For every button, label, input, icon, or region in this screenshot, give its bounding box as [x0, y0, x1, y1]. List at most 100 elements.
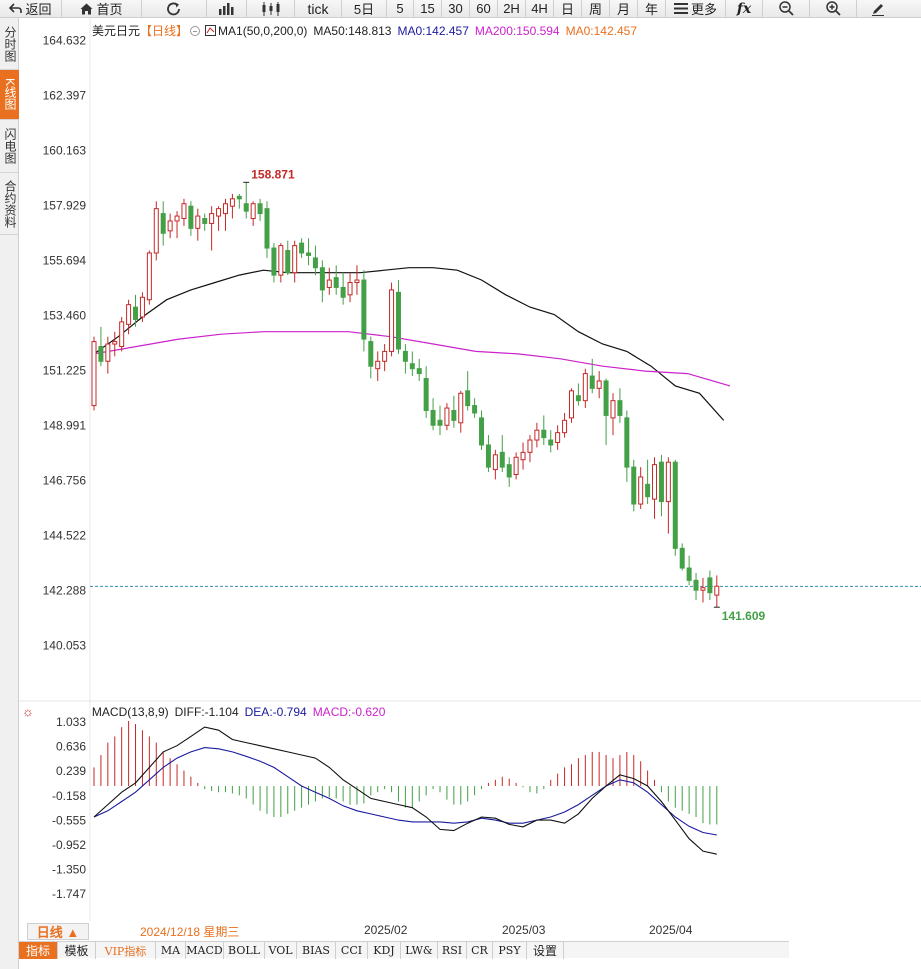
bias-tab[interactable]: BIAS [297, 942, 336, 959]
macd-tick-label: -1.350 [52, 863, 86, 877]
period-4h[interactable]: 4H [526, 0, 554, 18]
candle-up [91, 341, 97, 407]
candle-up [181, 203, 187, 220]
more-button[interactable]: 更多 [666, 0, 726, 18]
psy-tab[interactable]: PSY [493, 942, 527, 959]
home-label: 首页 [96, 2, 123, 17]
indicator-tab[interactable]: 指标 [19, 942, 58, 959]
candle-down [430, 410, 436, 426]
ma-tab[interactable]: MA [156, 942, 186, 959]
ma-indicator-name: MA1(50,0,200,0) [218, 23, 308, 38]
side-tab-timeshare[interactable]: 分时图 [0, 18, 19, 70]
settings-tab[interactable]: 设置 [527, 942, 564, 959]
price-tick-label: 148.991 [43, 419, 87, 433]
ma200-line [93, 331, 731, 387]
macd-tick-label: -0.158 [52, 789, 86, 803]
price-tick-label: 151.225 [43, 364, 87, 378]
side-tab-contract-info[interactable]: 合约资料 [0, 173, 19, 235]
zoom-out-button[interactable] [763, 0, 810, 18]
period-15min[interactable]: 15 [414, 0, 442, 18]
candle-up [652, 464, 658, 500]
side-tab-flash[interactable]: 闪电图 [0, 120, 19, 173]
back-button[interactable]: 返回 [0, 0, 62, 18]
candle-up [153, 208, 159, 254]
candle-up [375, 360, 381, 370]
settings-circle-icon[interactable] [190, 25, 201, 36]
candle-up [520, 451, 526, 461]
boll-tab[interactable]: BOLL [224, 942, 265, 959]
vip-indicator-tab[interactable]: VIP指标 [96, 942, 156, 959]
side-tab-kline[interactable]: K线图 [0, 70, 19, 120]
candle-down [333, 277, 339, 288]
candle-up [534, 429, 540, 441]
ma200-value: MA200:150.594 [474, 23, 560, 38]
kdj-tab[interactable]: KDJ [368, 942, 401, 959]
candle-up [222, 203, 228, 215]
pencil-icon [871, 2, 885, 16]
candle-up [389, 289, 395, 352]
macd-tick-label: 0.239 [56, 764, 86, 778]
low-price-label: 141.609 [722, 609, 766, 623]
period-2h[interactable]: 2H [498, 0, 526, 18]
candle-up [167, 220, 173, 232]
candle-up [582, 373, 588, 402]
formula-fx-icon: fx [736, 0, 752, 17]
ma0-value-secondary: MA0:142.457 [565, 23, 637, 38]
cci-tab[interactable]: CCI [336, 942, 368, 959]
indicator-params-icon[interactable] [205, 25, 217, 36]
candle-down [472, 405, 478, 414]
candle-down [271, 247, 277, 276]
candle-down [299, 242, 305, 254]
month-label-apr: 2025/04 [649, 923, 693, 937]
period-label: 15 [420, 1, 435, 16]
candle-down [340, 286, 346, 298]
period-week[interactable]: 周 [582, 0, 610, 18]
period-5min[interactable]: 5 [387, 0, 414, 18]
ma50-value: MA50:148.813 [313, 23, 392, 38]
tick-button[interactable]: tick [295, 0, 342, 18]
candle-up [596, 380, 602, 389]
period-year[interactable]: 年 [638, 0, 666, 18]
candle-type-button[interactable] [247, 0, 295, 18]
period-label: 月 [616, 2, 630, 17]
cr-tab[interactable]: CR [467, 942, 493, 959]
zoom-in-icon [825, 1, 841, 16]
vol-tab[interactable]: VOL [265, 942, 297, 959]
period-30min[interactable]: 30 [442, 0, 470, 18]
macd-settings-icon[interactable]: ☼ [22, 704, 34, 719]
candle-up [714, 585, 720, 596]
template-tab[interactable]: 模板 [58, 942, 96, 959]
price-tick-label: 153.460 [43, 309, 87, 323]
candle-down [423, 378, 429, 412]
kline-chart[interactable]: 164.632 162.397 160.163 157.929 155.694 153.4… [19, 18, 921, 922]
bar-chart-button[interactable] [207, 0, 247, 18]
candle-down [395, 291, 401, 350]
period-month[interactable]: 月 [610, 0, 638, 18]
candle-up [112, 341, 118, 345]
candle-up [126, 304, 132, 325]
period-tag: 【日线】 [140, 24, 189, 38]
period-select-button[interactable]: 日线 ▲ [27, 923, 89, 940]
formula-button[interactable]: fx [726, 0, 763, 18]
period-5day[interactable]: 5日 [342, 0, 387, 18]
zoom-in-button[interactable] [810, 0, 857, 18]
rsi-tab[interactable]: RSI [438, 942, 467, 959]
macd-dea-line [93, 747, 717, 836]
lw-tab[interactable]: LW& [401, 942, 438, 959]
menu-icon [673, 3, 688, 14]
home-button[interactable]: 首页 [62, 0, 142, 18]
candle-down [686, 567, 692, 581]
candle-down [188, 205, 194, 229]
candle-down [679, 547, 685, 569]
period-60min[interactable]: 60 [470, 0, 498, 18]
candle-down [368, 341, 374, 367]
macd-tab[interactable]: MACD [186, 942, 224, 959]
month-label-feb: 2025/02 [364, 923, 408, 937]
candle-down [437, 419, 443, 426]
refresh-button[interactable] [142, 0, 207, 18]
candle-down [416, 368, 422, 375]
bar-chart-icon [218, 2, 236, 15]
candle-up [229, 198, 235, 207]
draw-tool-button[interactable] [857, 0, 898, 18]
period-day[interactable]: 日 [554, 0, 582, 18]
